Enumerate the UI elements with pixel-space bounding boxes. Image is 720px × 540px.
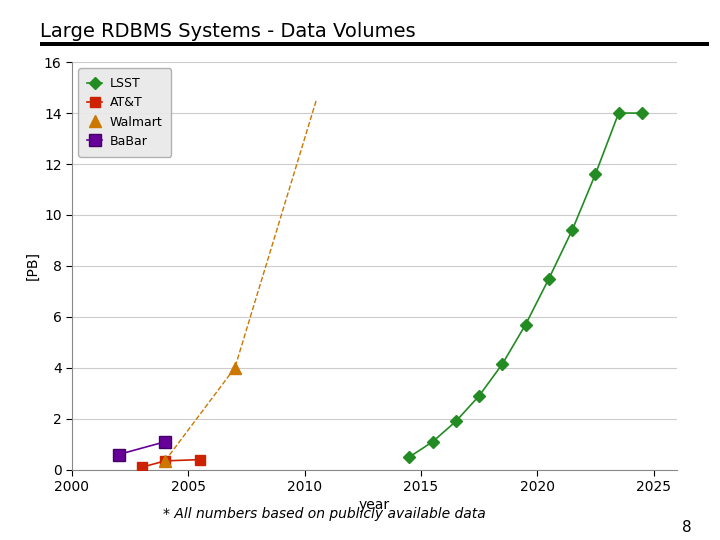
- LSST: [474, 393, 483, 399]
- Legend: LSST, AT&T, Walmart, BaBar: LSST, AT&T, Walmart, BaBar: [78, 69, 171, 157]
- Text: 8: 8: [682, 519, 691, 535]
- Line: BaBar: BaBar: [113, 436, 171, 460]
- LSST: [614, 110, 623, 116]
- LSST: [498, 361, 507, 367]
- BaBar: [161, 438, 169, 445]
- Line: AT&T: AT&T: [137, 455, 204, 472]
- LSST: [521, 321, 530, 328]
- LSST: [568, 227, 577, 233]
- LSST: [638, 110, 647, 116]
- Line: Walmart: Walmart: [160, 362, 240, 467]
- LSST: [544, 275, 553, 282]
- AT&T: [196, 456, 204, 463]
- LSST: [451, 418, 460, 424]
- AT&T: [161, 457, 169, 464]
- LSST: [591, 171, 600, 178]
- AT&T: [138, 464, 146, 470]
- Text: * All numbers based on publicly available data: * All numbers based on publicly availabl…: [163, 507, 485, 521]
- BaBar: [114, 451, 123, 458]
- X-axis label: year: year: [359, 498, 390, 512]
- Line: LSST: LSST: [405, 109, 646, 461]
- Y-axis label: [PB]: [PB]: [26, 252, 40, 280]
- Walmart: [230, 364, 239, 371]
- Walmart: [161, 457, 169, 464]
- LSST: [405, 454, 413, 460]
- Text: Large RDBMS Systems - Data Volumes: Large RDBMS Systems - Data Volumes: [40, 22, 415, 40]
- LSST: [428, 438, 437, 445]
